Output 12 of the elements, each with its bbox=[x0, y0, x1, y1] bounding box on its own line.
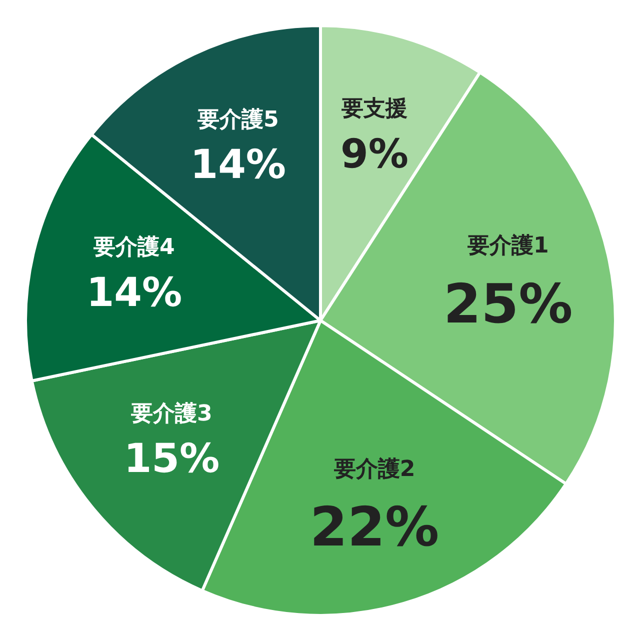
slice-label: 要支援 bbox=[340, 96, 408, 122]
slice-label: 要介護5 bbox=[196, 107, 279, 132]
slice-label: 要介護1 bbox=[466, 234, 549, 259]
data-label: 9% bbox=[340, 131, 408, 178]
data-label: 14% bbox=[190, 142, 286, 188]
data-label: 15% bbox=[124, 436, 220, 482]
slice-label: 要介護2 bbox=[332, 456, 416, 482]
data-label: 14% bbox=[86, 270, 182, 316]
data-label: 25% bbox=[444, 272, 573, 336]
slice-label: 要介護4 bbox=[92, 235, 175, 260]
slice-label: 要介護3 bbox=[130, 401, 212, 426]
data-label: 22% bbox=[310, 496, 440, 559]
